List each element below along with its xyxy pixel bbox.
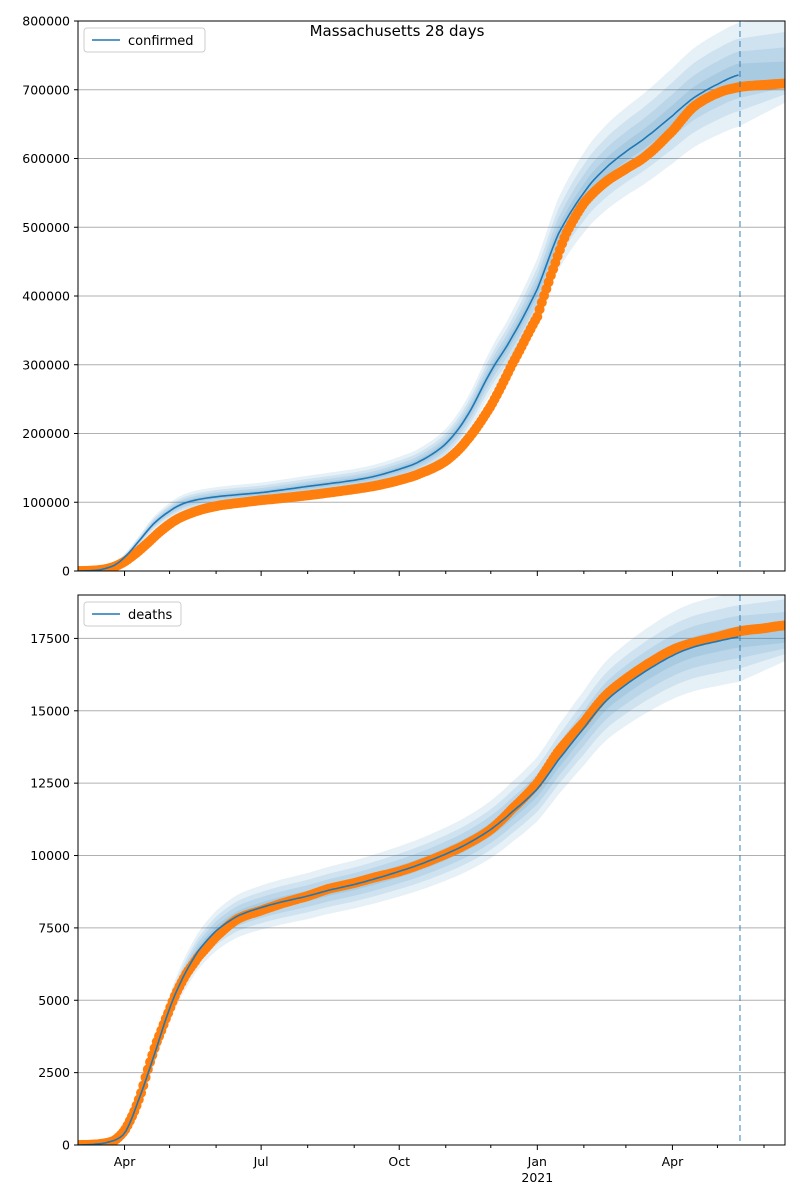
x-tick-label: Oct — [388, 1154, 410, 1169]
x-tick-label: Jan — [527, 1154, 547, 1169]
x-year-label: 2021 — [521, 1170, 553, 1185]
model-line — [78, 636, 739, 1145]
y-tick-label: 400000 — [22, 289, 70, 304]
legend-label: confirmed — [128, 34, 194, 49]
uncertainty-band — [78, 599, 785, 1145]
legend-label: deaths — [128, 608, 173, 623]
observed-point — [780, 78, 785, 89]
y-tick-label: 7500 — [38, 920, 70, 935]
legend-box — [83, 601, 182, 627]
y-tick-label: 200000 — [22, 426, 70, 441]
y-tick-label: 300000 — [22, 357, 70, 372]
legend: confirmed — [83, 27, 206, 53]
y-tick-label: 0 — [62, 564, 70, 579]
legend-box — [83, 27, 206, 53]
y-tick-label: 15000 — [30, 703, 70, 718]
y-tick-label: 0 — [62, 1138, 70, 1153]
x-tick-label: Jul — [253, 1154, 269, 1169]
y-tick-label: 2500 — [38, 1065, 70, 1080]
y-tick-label: 700000 — [22, 82, 70, 97]
model-line — [78, 74, 739, 571]
y-tick-label: 17500 — [30, 631, 70, 646]
y-tick-label: 100000 — [22, 495, 70, 510]
uncertainty-band — [78, 624, 785, 1145]
y-tick-label: 500000 — [22, 220, 70, 235]
chart-title: Massachusetts 28 days — [310, 22, 485, 40]
y-tick-label: 12500 — [30, 776, 70, 791]
legend: deaths — [83, 601, 182, 627]
deaths-panel: 0 2500 5000 7500 10000 12500 15000 17500 deaths — [30, 594, 786, 1153]
y-tick-label: 5000 — [38, 993, 70, 1008]
plot-frame — [77, 594, 786, 1146]
x-axis: Apr Jul Oct Jan Apr 2021 — [114, 1154, 684, 1185]
uncertainty-band — [78, 595, 785, 1145]
y-tick-label: 10000 — [30, 848, 70, 863]
observed-point — [780, 620, 785, 631]
x-tick-label: Apr — [662, 1154, 684, 1169]
uncertainty-band — [78, 21, 785, 571]
y-tick-label: 800000 — [22, 14, 70, 29]
x-tick-label: Apr — [114, 1154, 136, 1169]
y-tick-label: 600000 — [22, 151, 70, 166]
confirmed-panel: 0 100000 200000 300000 400000 500000 600000 700… — [22, 14, 786, 579]
